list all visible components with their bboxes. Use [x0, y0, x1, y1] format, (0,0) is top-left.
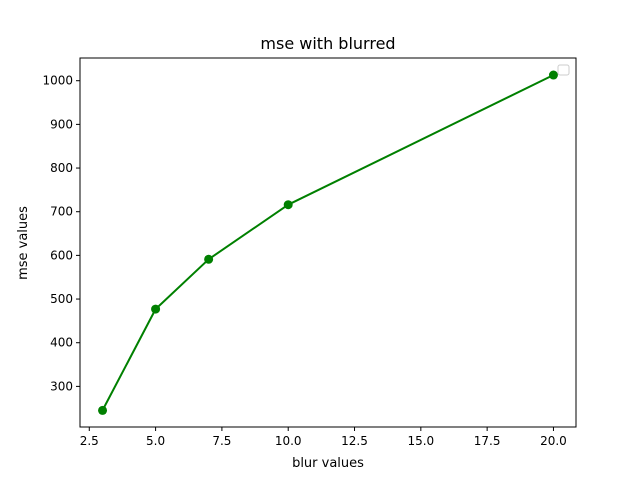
y-tick-label: 800: [50, 161, 73, 175]
data-point: [151, 304, 161, 314]
x-tick-label: 2.5: [80, 434, 99, 448]
y-tick-label: 500: [50, 292, 73, 306]
y-tick-label: 700: [50, 205, 73, 219]
plot-area: 2.5 5.0 7.5 10.0 12.5 15.0 17.5 20.0 300 400 500 60…: [42, 57, 577, 448]
y-axis-label: mse values: [16, 206, 31, 280]
data-point: [204, 254, 214, 264]
data-point: [283, 200, 293, 210]
legend-box: [557, 64, 570, 76]
x-tick-label: 7.5: [212, 434, 231, 448]
y-tick-label: 400: [50, 336, 73, 350]
x-tick-label: 10.0: [275, 434, 302, 448]
axes-frame: [79, 57, 577, 428]
x-axis-label: blur values: [292, 456, 364, 471]
x-tick-label: 15.0: [407, 434, 434, 448]
chart-title: mse with blurred: [260, 34, 395, 53]
y-tick-label: 1000: [42, 74, 73, 88]
x-tick-label: 12.5: [341, 434, 368, 448]
data-point: [548, 70, 558, 80]
x-tick-label: 17.5: [474, 434, 501, 448]
x-tick-label: 5.0: [146, 434, 165, 448]
y-tick-label: 600: [50, 248, 73, 262]
y-tick-label: 300: [50, 379, 73, 393]
x-tick-label: 20.0: [540, 434, 567, 448]
data-point: [98, 405, 108, 415]
y-tick-label: 900: [50, 117, 73, 131]
